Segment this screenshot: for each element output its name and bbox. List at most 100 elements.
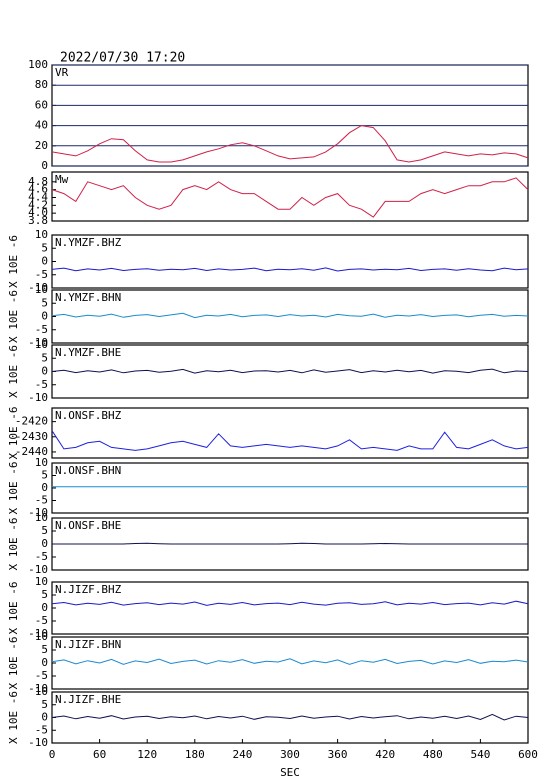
y-tick-label: 0 xyxy=(41,711,48,724)
y-tick-label: 5 xyxy=(41,588,48,601)
panel xyxy=(51,64,529,167)
y-tick-label: -5 xyxy=(35,669,48,682)
y-tick-label: 10 xyxy=(35,630,48,643)
y-tick-label: 5 xyxy=(41,643,48,656)
y-axis-label: X 10E -6 xyxy=(7,345,20,398)
y-tick-label: 40 xyxy=(35,119,48,132)
y-tick-label: -5 xyxy=(35,268,48,281)
y-tick-label: -5 xyxy=(35,323,48,336)
y-tick-label: -2440 xyxy=(15,445,48,458)
y-tick-label: 5 xyxy=(41,241,48,254)
panel-label: N.ONSF.BHZ xyxy=(55,409,122,422)
y-tick-label: -5 xyxy=(35,614,48,627)
x-tick-label: 120 xyxy=(137,748,157,761)
trace xyxy=(51,267,529,272)
y-tick-label: 0 xyxy=(41,365,48,378)
y-tick-label: 0 xyxy=(41,656,48,669)
y-tick-label: -5 xyxy=(35,494,48,507)
y-tick-label: 4.2 xyxy=(28,198,48,211)
y-tick-label: -5 xyxy=(35,378,48,391)
y-tick-label: 4.6 xyxy=(28,183,48,196)
y-tick-label: 20 xyxy=(35,139,48,152)
y-tick-label: -10 xyxy=(28,736,48,749)
y-axis-label: X 10E -6 xyxy=(7,637,20,690)
panel-label: N.YMZF.BHZ xyxy=(55,236,122,249)
y-tick-label: 0 xyxy=(41,601,48,614)
y-tick-label: 0 xyxy=(41,255,48,268)
trace xyxy=(51,713,529,721)
x-tick-label: 300 xyxy=(280,748,300,761)
y-axis-label: X 10E -6 xyxy=(7,407,20,460)
y-tick-label: -10 xyxy=(28,563,48,576)
y-axis-label: X 10E -6 xyxy=(7,691,20,744)
y-tick-label: 4.8 xyxy=(28,175,48,188)
trace xyxy=(51,368,529,374)
y-tick-label: 10 xyxy=(35,575,48,588)
y-tick-label: 80 xyxy=(35,78,48,91)
y-tick-label: 100 xyxy=(28,58,48,71)
x-tick-label: 0 xyxy=(49,748,56,761)
panel xyxy=(51,581,529,635)
y-tick-label: 10 xyxy=(35,511,48,524)
y-tick-label: 0 xyxy=(41,310,48,323)
panel-label: N.YMZF.BHE xyxy=(55,346,121,359)
panel-label: VR xyxy=(55,66,69,79)
y-tick-label: 4.0 xyxy=(28,206,48,219)
y-tick-label: -5 xyxy=(35,723,48,736)
y-tick-label: -5 xyxy=(35,550,48,563)
y-axis-label: X 10E -6 xyxy=(7,235,20,288)
trace xyxy=(51,430,529,451)
y-tick-label: 5 xyxy=(41,351,48,364)
y-tick-label: -10 xyxy=(28,281,48,294)
panel-label: N.JIZF.BHZ xyxy=(55,583,122,596)
y-tick-label: 0 xyxy=(41,481,48,494)
y-tick-label: 0 xyxy=(41,537,48,550)
y-tick-label: -2420 xyxy=(15,415,48,428)
x-tick-label: 360 xyxy=(328,748,348,761)
trace xyxy=(51,658,529,665)
y-tick-label: 60 xyxy=(35,98,48,111)
panel-label: N.ONSF.BHE xyxy=(55,519,121,532)
y-tick-label: -10 xyxy=(28,391,48,404)
y-axis-label: X 10E -6 xyxy=(7,582,20,635)
x-axis-label: SEC xyxy=(280,766,300,779)
x-tick-label: 600 xyxy=(518,748,538,761)
y-tick-label: -2430 xyxy=(15,430,48,443)
trace xyxy=(52,542,528,545)
y-tick-label: 10 xyxy=(35,228,48,241)
panel xyxy=(51,234,529,289)
y-axis-label: X 10E -6 xyxy=(7,290,20,343)
panel xyxy=(51,407,529,459)
panel-label: N.YMZF.BHN xyxy=(55,291,121,304)
y-tick-label: -10 xyxy=(28,506,48,519)
panel-label: Mw xyxy=(55,173,69,186)
y-tick-label: 3.8 xyxy=(28,214,48,227)
x-tick-label: 180 xyxy=(185,748,205,761)
y-axis-label: X 10E -6 xyxy=(7,462,20,515)
panel xyxy=(51,289,529,344)
y-tick-label: 5 xyxy=(41,469,48,482)
y-tick-label: -10 xyxy=(28,682,48,695)
panel xyxy=(51,462,529,514)
y-tick-label: 4.4 xyxy=(28,190,48,203)
y-tick-label: 5 xyxy=(41,296,48,309)
x-tick-label: 420 xyxy=(375,748,395,761)
panel-label: N.JIZF.BHE xyxy=(55,693,121,706)
y-tick-label: 10 xyxy=(35,685,48,698)
panel xyxy=(51,691,529,744)
x-tick-label: 480 xyxy=(423,748,443,761)
y-tick-label: 10 xyxy=(35,338,48,351)
trace xyxy=(51,312,529,319)
y-tick-label: -10 xyxy=(28,627,48,640)
y-tick-label: 0 xyxy=(41,159,48,172)
trace xyxy=(51,125,529,163)
panel xyxy=(51,171,529,222)
panel-label: N.JIZF.BHN xyxy=(55,638,121,651)
trace xyxy=(51,600,529,606)
x-tick-label: 540 xyxy=(470,748,490,761)
y-tick-label: 10 xyxy=(35,283,48,296)
trace xyxy=(51,177,529,218)
y-tick-label: -10 xyxy=(28,336,48,349)
